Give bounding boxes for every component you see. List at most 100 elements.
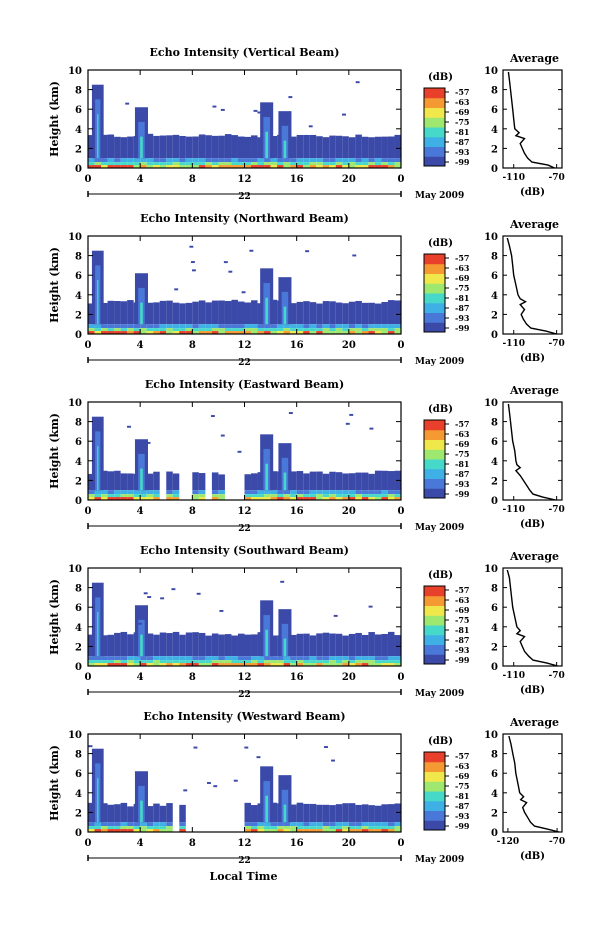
- x-tick-label: 4: [137, 340, 144, 351]
- heatmap-cell: [290, 303, 297, 325]
- heatmap-cell: [329, 822, 336, 827]
- heatmap-cell: [146, 133, 154, 159]
- heatmap-cell: [198, 490, 206, 495]
- heatmap-cell: [198, 158, 206, 163]
- heatmap-cell: [231, 663, 238, 666]
- heatmap-cell: [101, 826, 108, 830]
- heatmap-cell: [251, 300, 258, 325]
- heatmap-cell: [231, 328, 238, 332]
- heatmap-cell: [120, 802, 128, 823]
- colorbar-swatch: [424, 634, 445, 645]
- colorbar-swatch: [424, 273, 445, 284]
- heatmap-cell: [88, 663, 95, 666]
- heatmap: [88, 412, 401, 500]
- heatmap-cell: [348, 162, 356, 166]
- heatmap-cell: [283, 158, 291, 163]
- heatmap-cell: [146, 162, 154, 166]
- heatmap-speckle: [127, 425, 131, 428]
- heatmap-cell: [153, 135, 160, 159]
- heatmap-cell: [192, 494, 199, 498]
- heatmap-cell: [120, 663, 128, 666]
- heatmap-cell: [94, 822, 102, 827]
- heatmap-column-core: [140, 634, 143, 657]
- heatmap-cell: [355, 660, 362, 664]
- average-y-tick-label: 8: [491, 750, 498, 761]
- heatmap-cell: [192, 490, 199, 495]
- average-y-tick-label: 0: [491, 164, 498, 175]
- heatmap-cell: [355, 158, 362, 163]
- heatmap-cell: [355, 822, 362, 827]
- heatmap-cell: [146, 158, 154, 163]
- heatmap-cell: [237, 663, 245, 666]
- average-x-tick-label: -70: [549, 671, 565, 681]
- heatmap-cell: [264, 829, 271, 832]
- heatmap-cell: [120, 497, 128, 500]
- y-tick-label: 2: [75, 476, 82, 487]
- heatmap-cell: [244, 829, 252, 832]
- heatmap-cell: [316, 471, 323, 491]
- colorbar-swatch: [424, 156, 445, 167]
- heatmap-cell: [355, 331, 362, 334]
- heatmap-cell: [316, 633, 323, 657]
- heatmap-cell: [185, 162, 193, 166]
- heatmap-cell: [283, 656, 291, 661]
- heatmap-cell: [231, 656, 238, 661]
- heatmap-cell: [257, 822, 265, 827]
- heatmap-cell: [316, 165, 323, 168]
- heatmap-cell: [179, 158, 186, 163]
- heatmap-cell: [146, 656, 154, 661]
- heatmap-cell: [387, 494, 395, 498]
- heatmap-cell: [335, 660, 343, 664]
- heatmap-cell: [342, 803, 349, 823]
- x-tick-label: 16: [290, 174, 304, 185]
- heatmap-cell: [231, 660, 238, 664]
- heatmap-cell: [374, 634, 382, 657]
- heatmap-cell: [394, 829, 401, 832]
- heatmap-cell: [198, 134, 206, 159]
- heatmap-cell: [179, 829, 186, 832]
- heatmap-cell: [387, 804, 395, 823]
- heatmap-cell: [264, 331, 271, 334]
- heatmap-cell: [368, 331, 375, 334]
- heatmap-cell: [185, 660, 193, 664]
- heatmap-cell: [381, 162, 388, 166]
- heatmap-cell: [127, 806, 134, 823]
- heatmap-cell: [270, 635, 278, 657]
- heatmap-cell: [394, 494, 401, 498]
- y-tick-label: 0: [75, 330, 82, 341]
- heatmap-cell: [251, 805, 258, 823]
- heatmap-cell: [342, 328, 349, 332]
- heatmap-cell: [114, 497, 121, 500]
- heatmap-cell: [153, 158, 160, 163]
- heatmap-cell: [101, 324, 108, 329]
- heatmap-cell: [290, 471, 297, 491]
- panel-title: Echo Intensity (Southward Beam): [140, 544, 349, 557]
- heatmap-cell: [374, 656, 382, 661]
- heatmap-speckle: [213, 785, 218, 788]
- heatmap-cell: [335, 165, 343, 168]
- heatmap-cell: [237, 633, 245, 657]
- heatmap-cell: [355, 472, 362, 491]
- colorbar-tick-label: -87: [455, 137, 469, 147]
- colorbar-tick-label: -87: [455, 303, 469, 313]
- heatmap-speckle: [249, 249, 254, 252]
- heatmap-cell: [94, 158, 102, 163]
- heatmap-cell: [218, 135, 225, 159]
- average-profile: Average 0 2 4 6 8 10 -110 -70 (dB): [484, 550, 565, 696]
- heatmap-cell: [394, 635, 401, 657]
- heatmap-cell: [322, 324, 330, 329]
- heatmap-speckle: [193, 746, 198, 749]
- average-x-tick-label: -110: [502, 505, 525, 515]
- average-y-tick-label: 8: [491, 252, 498, 263]
- heatmap-cell: [368, 473, 375, 491]
- heatmap-cell: [283, 822, 291, 827]
- heatmap-cell: [290, 656, 297, 661]
- heatmap-cell: [211, 490, 219, 495]
- heatmap-column-core: [140, 302, 143, 325]
- colorbar-swatch: [424, 459, 445, 470]
- heatmap-cell: [153, 165, 160, 168]
- heatmap-cell: [244, 162, 252, 166]
- heatmap-cell: [257, 162, 265, 166]
- colorbar-tick-label: -57: [455, 87, 469, 97]
- heatmap-cell: [264, 660, 271, 664]
